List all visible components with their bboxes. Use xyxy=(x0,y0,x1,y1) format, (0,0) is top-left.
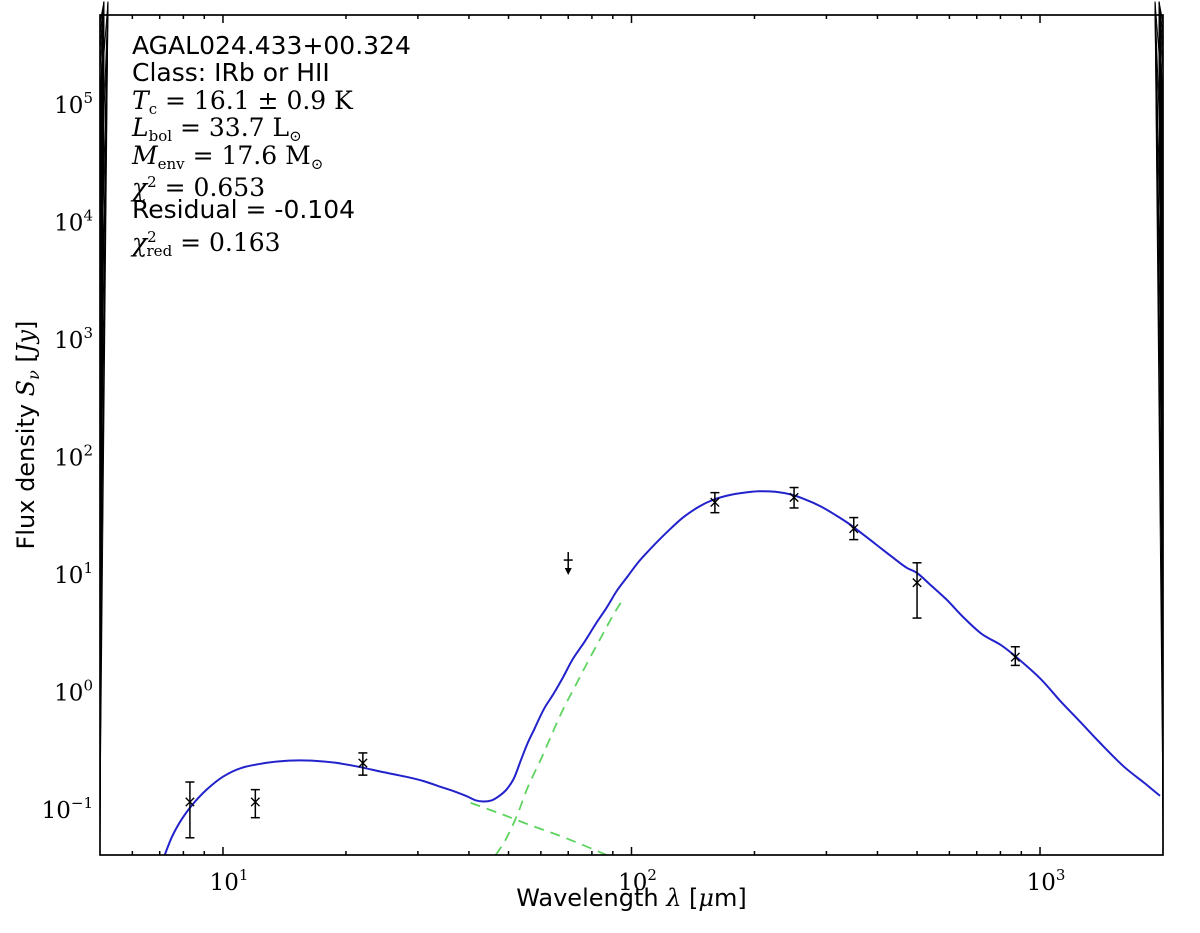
data-point xyxy=(912,562,922,619)
y-tick-label: 103 xyxy=(54,324,93,354)
y-tick-label: 101 xyxy=(54,559,93,589)
annotation-line-4: Menv = 17.6 M⊙ xyxy=(132,140,324,173)
cold-component-curve xyxy=(494,599,624,855)
y-tick-label: 105 xyxy=(54,89,93,119)
x-tick-label: 102 xyxy=(618,866,657,896)
annotation-line-0: AGAL024.433+00.324 xyxy=(132,31,411,60)
x-tick-label: 101 xyxy=(210,866,249,896)
y-axis-label: Flux density Sν [Jy] xyxy=(12,321,43,550)
y-tick-label: 100 xyxy=(54,676,93,706)
data-points xyxy=(185,486,1021,839)
annotation-line-3: Lbol = 33.7 L⊙ xyxy=(132,113,302,146)
y-tick-label: 104 xyxy=(54,206,93,236)
x-tick-label: 103 xyxy=(1027,866,1066,896)
data-point xyxy=(789,486,799,509)
data-point xyxy=(710,491,720,514)
annotation-line-6: Residual = -0.104 xyxy=(132,195,356,225)
annotation-line-1: Class: IRb or HII xyxy=(132,58,330,88)
data-point xyxy=(185,781,195,839)
annotation-line-7: χ2red = 0.163 xyxy=(132,227,281,260)
annotation-line-5: χ2 = 0.653 xyxy=(132,172,266,202)
axis-ticks xyxy=(131,15,1041,855)
model-curves xyxy=(163,490,1161,855)
data-point xyxy=(250,788,261,819)
warm-component-curve xyxy=(470,802,607,855)
fit-parameters-annotation: AGAL024.433+00.324 Class: IRb or HII Tc = … xyxy=(132,31,411,260)
model-total-curve xyxy=(163,490,1161,855)
annotation-line-2: Tc = 16.1 ± 0.9 K xyxy=(132,85,353,118)
upper-limit-marker xyxy=(563,552,573,576)
y-tick-label: 102 xyxy=(54,441,93,471)
y-tick-label: 10−1 xyxy=(42,794,93,824)
data-point xyxy=(849,516,859,541)
data-point xyxy=(358,752,368,776)
data-point xyxy=(1010,646,1021,667)
x-axis-label: Wavelength λ [μm] xyxy=(516,884,747,912)
